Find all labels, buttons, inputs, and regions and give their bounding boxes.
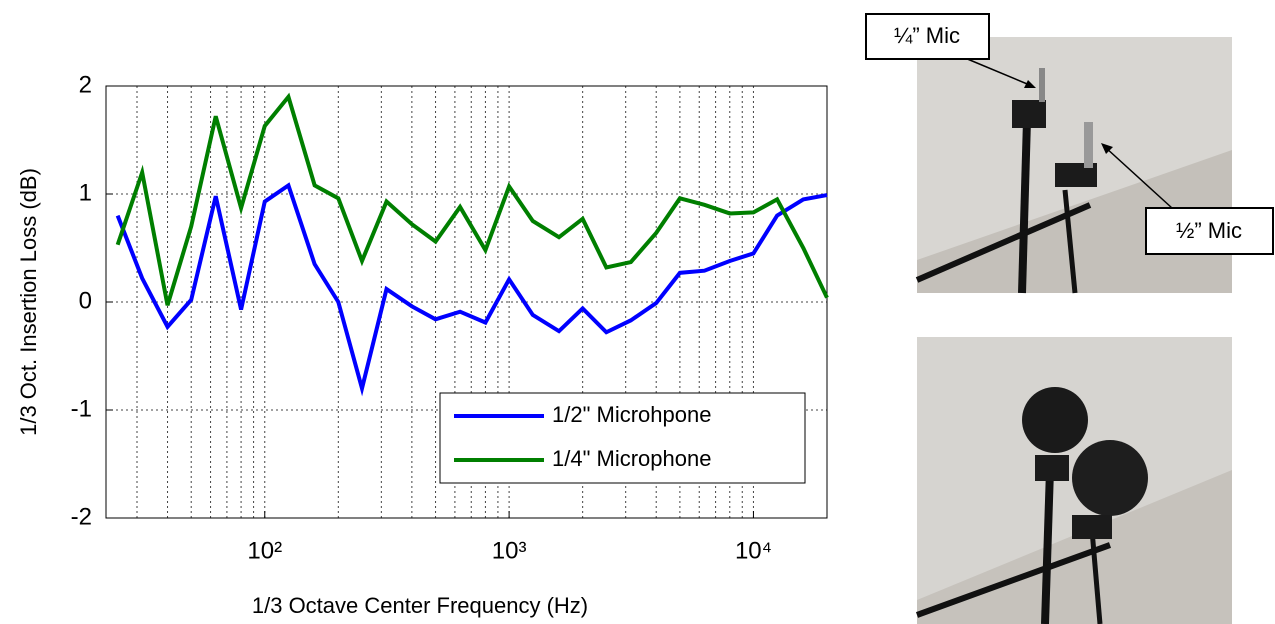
y-tick-label: -2 [71,503,92,530]
callout-box [1145,207,1274,255]
x-tick-label: 10² [247,537,282,564]
x-tick-label: 10³ [492,537,527,564]
line [115,92,829,306]
arrow [964,57,1033,87]
x-tick-label: 10⁴ [735,537,772,564]
callout-box [865,13,990,60]
legend-box [439,392,806,484]
y-tick-label: 2 [79,71,92,98]
arrow [1104,146,1173,209]
arrowhead [1024,80,1036,88]
plot-frame [105,85,828,519]
line [115,182,828,397]
y-tick-label: -1 [71,395,92,422]
y-tick-label: 1 [79,179,92,206]
y-tick-label: 0 [79,287,92,314]
legend-label: 1/4" Microphone [552,446,711,471]
photo-bottom [915,337,1232,624]
photo-top [915,37,1232,294]
y-axis-label: 1/3 Oct. Insertion Loss (dB) [16,168,41,436]
annotation: ½” Mic [1176,218,1242,243]
legend-label: 1/2" Microhpone [552,402,711,427]
arrowhead [1101,143,1113,154]
plot: -2 -1 0 1 2 10² 10³ 10⁴ 1/2" Microhpone 1/4" Micr… [71,71,829,564]
x-axis-label: 1/3 Octave Center Frequency (Hz) [252,593,588,618]
annotation: ¼” Mic [894,23,960,48]
